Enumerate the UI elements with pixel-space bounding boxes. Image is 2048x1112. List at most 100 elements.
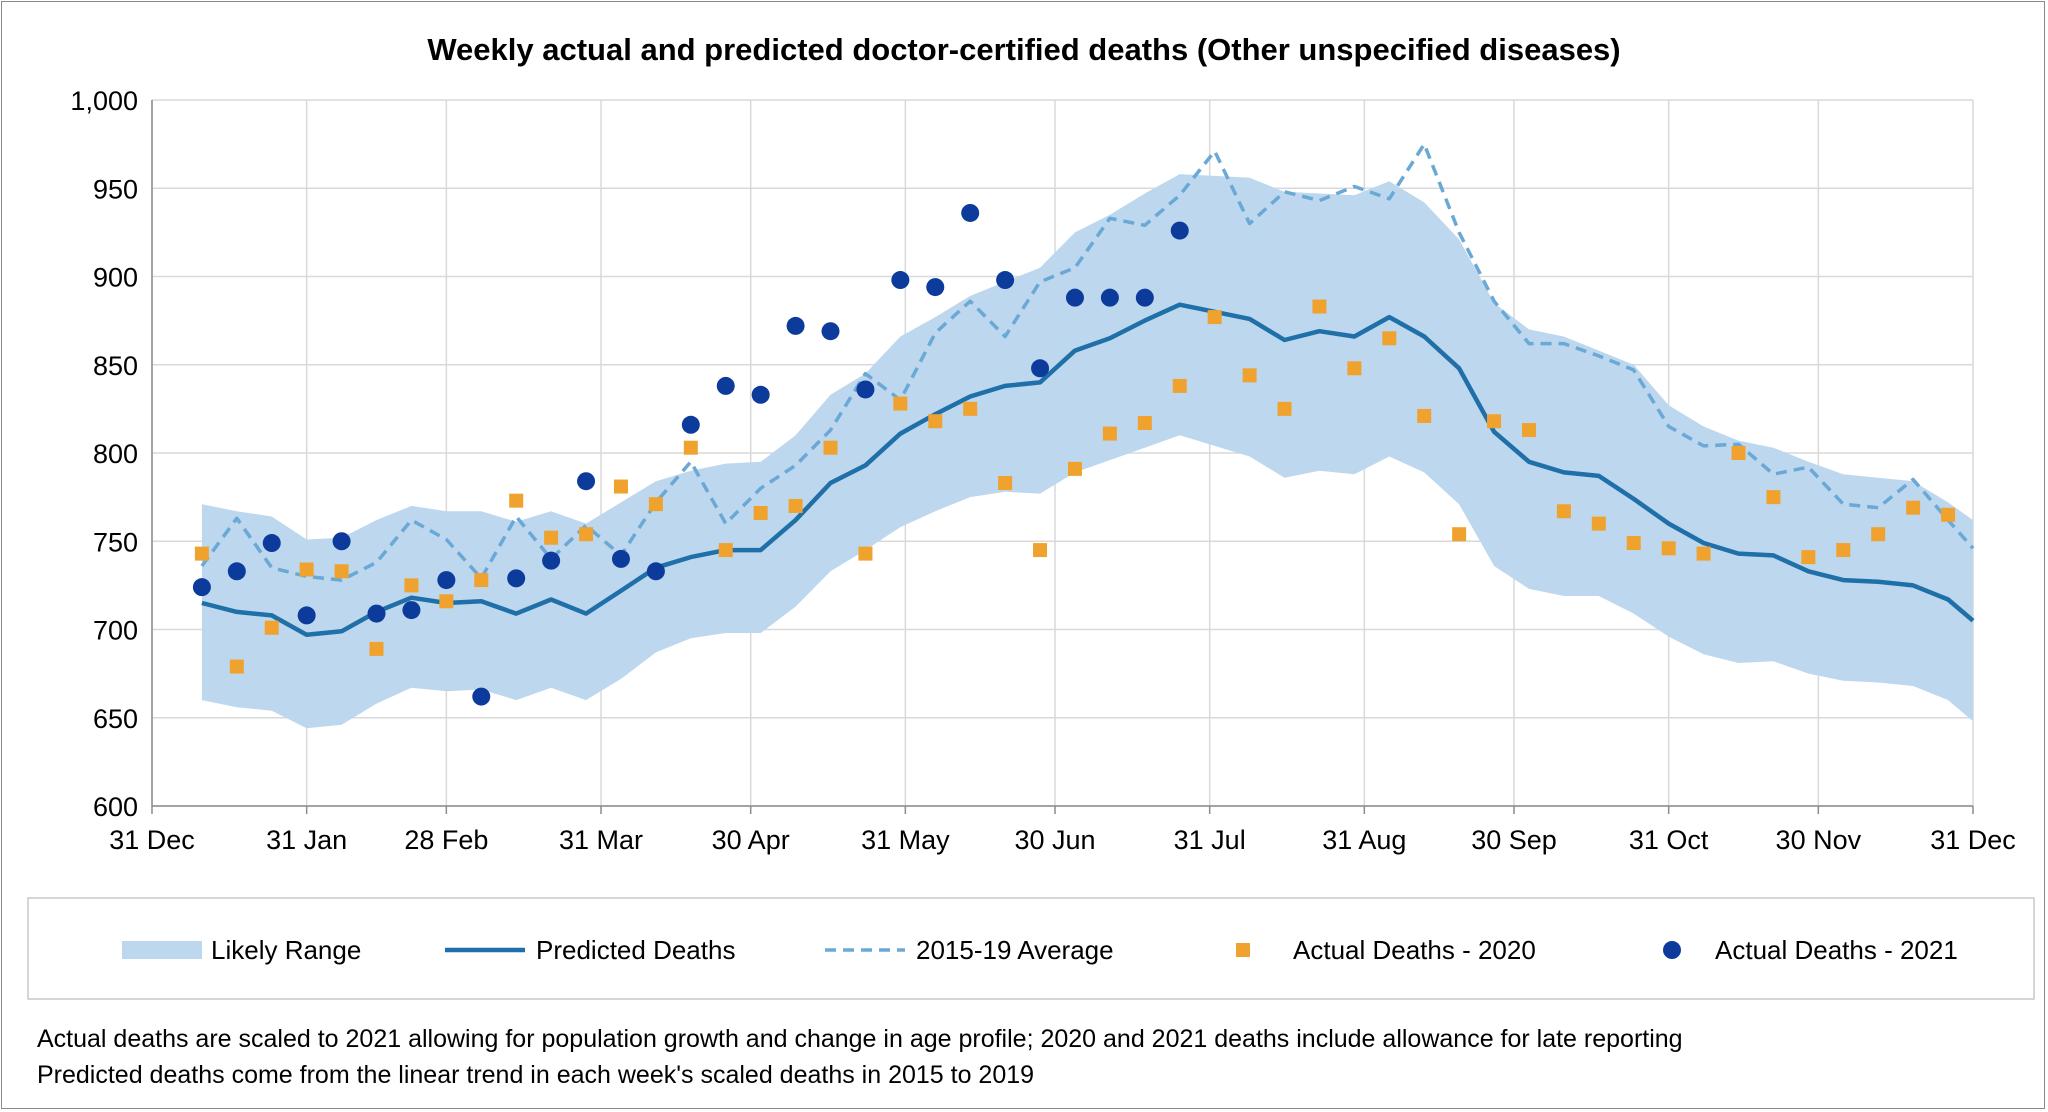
x-tick-label: 30 Sep: [1471, 825, 1557, 855]
actual-2020-point: [1487, 414, 1502, 429]
actual-2020-point: [1731, 446, 1746, 460]
actual-2021-point: [472, 687, 491, 706]
actual-2021-point: [926, 278, 945, 297]
legend-label: Predicted Deaths: [536, 935, 735, 965]
actual-2021-point: [367, 604, 386, 623]
actual-2020-point: [1941, 507, 1956, 522]
actual-2020-point: [1591, 516, 1606, 531]
actual-2020-point: [1067, 461, 1082, 476]
actual-2020-point: [1626, 536, 1641, 551]
x-tick-label: 30 Nov: [1776, 825, 1862, 855]
actual-2020-point: [1137, 415, 1152, 430]
legend-border: [27, 897, 2035, 1000]
legend: Likely Range Predicted Deaths 2015-19 Aver…: [27, 897, 2035, 1000]
actual-2021-point: [1135, 288, 1154, 307]
actual-2020-point: [753, 506, 768, 521]
actual-2020-point: [823, 440, 838, 455]
actual-2020-point: [1033, 543, 1048, 558]
legend-label: Likely Range: [211, 935, 361, 965]
actual-2021-point: [681, 415, 700, 434]
actual-2020-point: [1277, 401, 1292, 416]
legend-label: Actual Deaths - 2020: [1293, 935, 1536, 965]
x-tick-label: 31 Jul: [1174, 825, 1246, 855]
x-tick-label: 30 Apr: [712, 825, 790, 855]
x-tick-label: 28 Feb: [404, 825, 488, 855]
actual-2020-point: [1696, 546, 1711, 561]
actual-2020-point: [334, 564, 349, 579]
actual-2020-point: [648, 497, 663, 512]
actual-2021-point: [856, 380, 875, 399]
average-2015-19-line: [200, 142, 1975, 582]
y-tick-label: 900: [93, 263, 138, 293]
y-tick-label: 850: [93, 351, 138, 381]
legend-swatch-2021: [1663, 941, 1681, 959]
legend-label: Actual Deaths - 2021: [1715, 935, 1958, 965]
x-tick-label: 31 May: [861, 825, 950, 855]
actual-2020-point: [613, 479, 628, 494]
actual-2020-point: [1801, 550, 1816, 565]
x-tick-label: 31 Aug: [1322, 825, 1406, 855]
actual-2020-point: [369, 641, 384, 656]
actual-2021-point: [192, 578, 211, 597]
actual-2021-point: [716, 376, 735, 395]
actual-2021-point: [332, 532, 351, 551]
actual-2020-point: [1766, 490, 1781, 505]
actual-2021-point: [577, 472, 596, 491]
x-tick-label: 31 Dec: [109, 825, 195, 855]
actual-2020-point: [1102, 426, 1117, 441]
actual-2020-point: [544, 530, 559, 545]
y-tick-label: 600: [93, 792, 138, 822]
footnote-scaling: Actual deaths are scaled to 2021 allowin…: [37, 1025, 1683, 1053]
y-tick-label: 800: [93, 439, 138, 469]
likely-range-band: [201, 174, 1973, 729]
actual-2020-point: [1312, 299, 1327, 314]
actual-2020-point: [1452, 527, 1467, 542]
actual-2021-point: [786, 316, 805, 335]
actual-2021-point: [507, 569, 526, 588]
actual-2020-point: [509, 493, 524, 508]
actual-2021-point: [821, 322, 840, 341]
actual-2020-point: [718, 543, 733, 558]
axes: [151, 100, 1974, 814]
actual-2021-point: [227, 562, 246, 581]
legend-label: 2015-19 Average: [916, 935, 1114, 965]
actual-2021-point: [437, 571, 456, 590]
x-tick-label: 31 Oct: [1629, 825, 1709, 855]
actual-2020-point: [264, 620, 279, 635]
x-tick-label: 30 Jun: [1014, 825, 1095, 855]
actual-2020-point: [928, 414, 943, 429]
actual-2020-point: [858, 546, 873, 561]
actual-2021-point: [262, 534, 281, 553]
tick-labels: 600 650 700 750 800 850 900 950 1,000 31 Dec 31 Ja…: [70, 86, 2015, 855]
actual-2020-point: [194, 546, 209, 561]
actual-2020-point: [1836, 543, 1851, 558]
series-markers: [192, 203, 1956, 706]
actual-2021-point: [402, 601, 421, 620]
chart-title: Weekly actual and predicted doctor-certi…: [427, 32, 1620, 67]
actual-2021-point: [297, 606, 316, 625]
actual-2021-point: [961, 203, 980, 222]
actual-2020-point: [439, 594, 454, 609]
actual-2020-point: [299, 562, 314, 577]
actual-2020-point: [1207, 310, 1222, 325]
actual-2020-point: [893, 396, 908, 411]
actual-2020-point: [1871, 527, 1886, 542]
actual-2020-point: [998, 476, 1013, 491]
actual-2020-point: [1172, 378, 1187, 393]
actual-2021-point: [611, 549, 630, 568]
actual-2020-point: [963, 401, 978, 416]
y-tick-label: 750: [93, 527, 138, 557]
legend-swatch-2020: [1236, 943, 1250, 957]
actual-2021-point: [1031, 359, 1050, 378]
actual-2021-point: [751, 385, 770, 404]
x-tick-label: 31 Mar: [559, 825, 643, 855]
actual-2021-point: [1100, 288, 1119, 307]
actual-2021-point: [542, 551, 561, 570]
actual-2020-point: [474, 573, 489, 588]
y-tick-label: 1,000: [70, 86, 138, 116]
actual-2020-point: [1347, 361, 1362, 376]
actual-2020-point: [788, 498, 803, 513]
series-lines: [200, 142, 1975, 638]
actual-2020-point: [229, 659, 244, 674]
likely-range-area: [201, 174, 1973, 729]
